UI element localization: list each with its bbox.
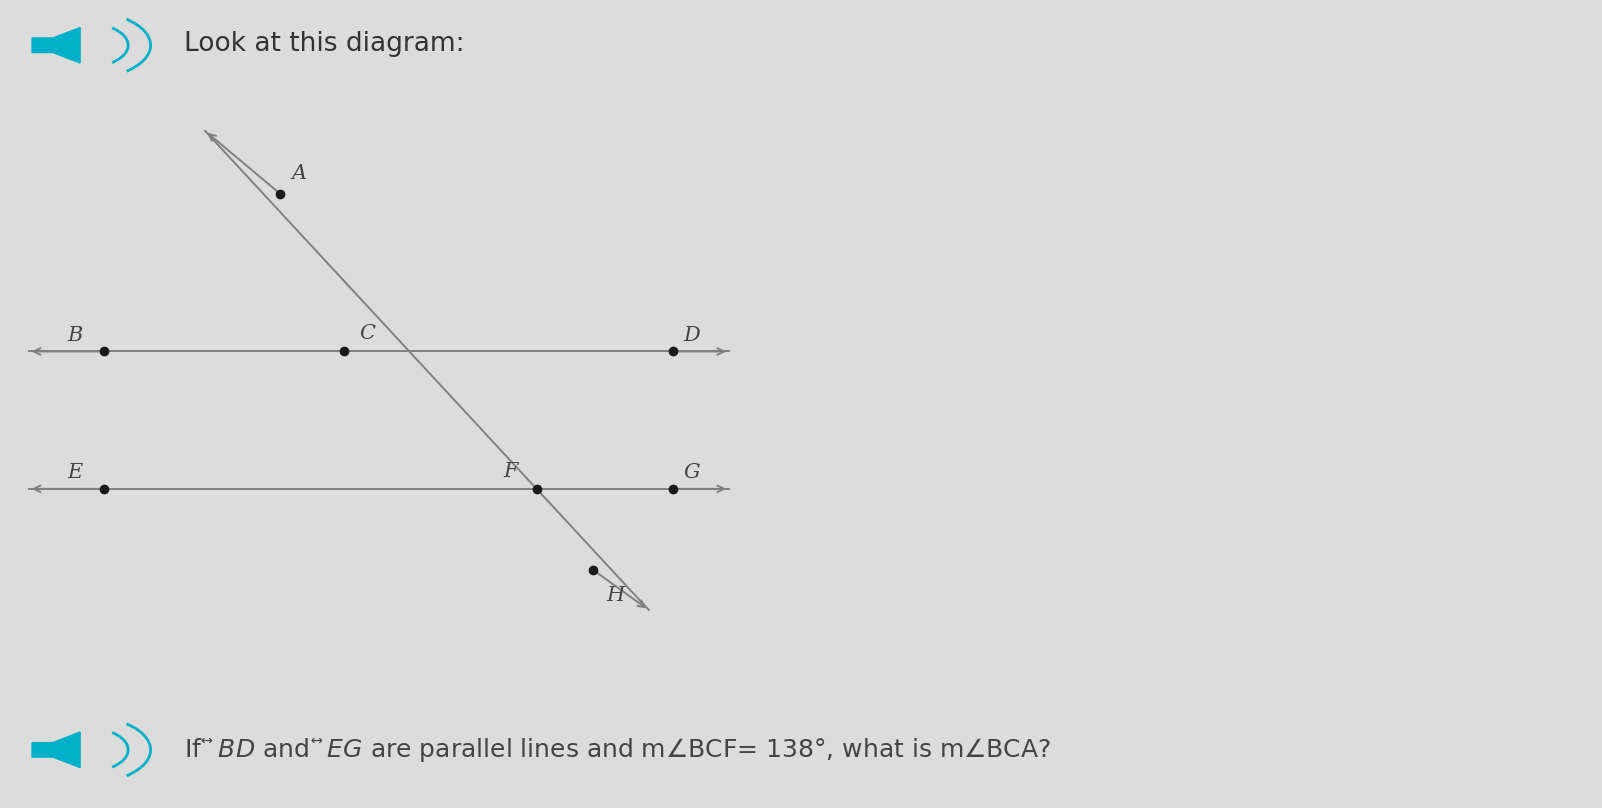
Text: F: F xyxy=(503,461,519,481)
Polygon shape xyxy=(32,732,80,768)
Text: If $\overleftrightarrow{BD}$ and $\overleftrightarrow{EG}$ are parallel lines an: If $\overleftrightarrow{BD}$ and $\overl… xyxy=(184,736,1051,764)
Text: C: C xyxy=(359,324,375,343)
Polygon shape xyxy=(32,27,80,63)
Text: B: B xyxy=(67,326,83,345)
Text: D: D xyxy=(684,326,700,345)
Text: Look at this diagram:: Look at this diagram: xyxy=(184,32,465,57)
Text: H: H xyxy=(606,586,625,605)
Text: E: E xyxy=(67,463,83,482)
Text: A: A xyxy=(292,164,308,183)
Text: G: G xyxy=(684,463,700,482)
